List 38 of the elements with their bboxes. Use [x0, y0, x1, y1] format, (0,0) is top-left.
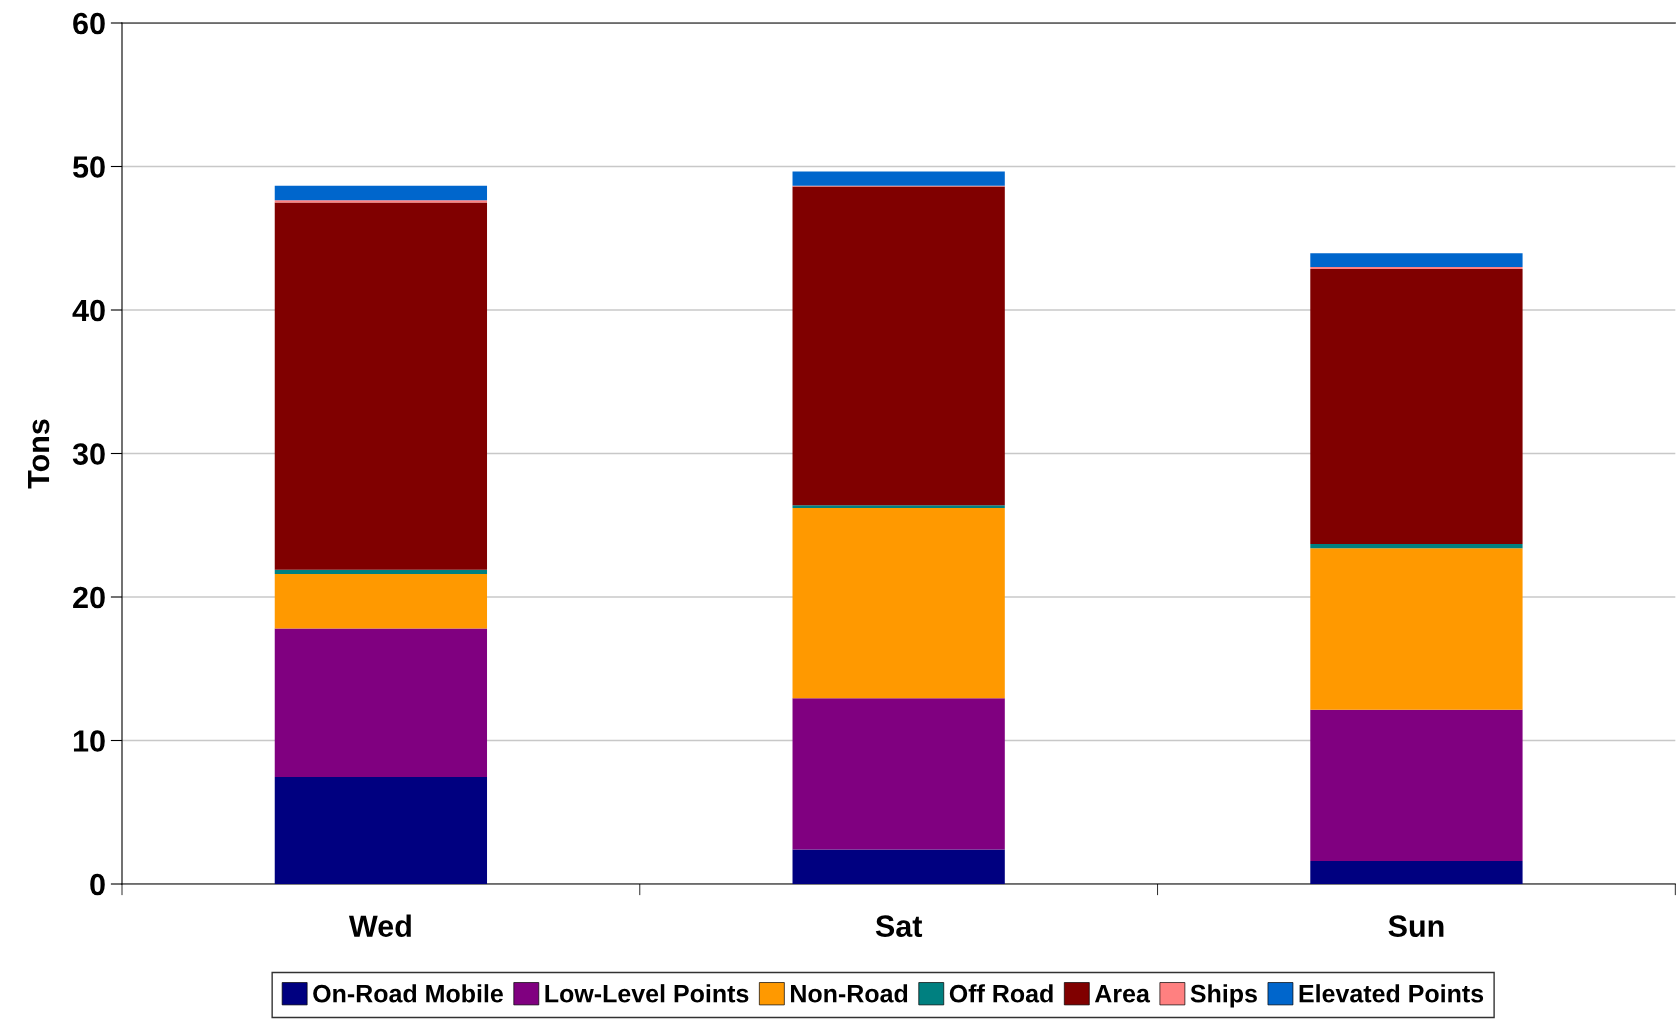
bar: [274, 200, 488, 203]
legend-label: Area: [1094, 985, 1151, 1003]
bar: [1310, 266, 1523, 270]
legend-label: Off Road: [949, 984, 1053, 1003]
x-tick-label: Wed: [348, 914, 411, 937]
bar: [1310, 269, 1523, 544]
legend-label: Non-Road: [791, 984, 908, 1003]
bar: [1310, 861, 1523, 884]
bar: [274, 185, 488, 201]
x-tick-label: Sun: [1388, 915, 1444, 937]
bar: [792, 505, 1005, 509]
y-tick-label: 50: [72, 156, 105, 178]
legend-label: On-Road Mobile: [313, 984, 503, 1003]
bar: [792, 171, 1005, 186]
y-tick-label: 40: [72, 299, 105, 322]
bar: [792, 849, 1005, 884]
bar: [274, 777, 488, 884]
legend-label: Low-Level Points: [545, 984, 749, 1003]
bar: [274, 202, 488, 570]
bar: [274, 574, 488, 629]
legend-label: Ships: [1190, 984, 1257, 1008]
y-tick-label: 30: [72, 443, 105, 465]
bar: [1310, 548, 1523, 710]
bar: [792, 186, 1005, 506]
bar: [1310, 253, 1523, 267]
bar: [792, 698, 1005, 850]
y-axis-title: Tons: [28, 419, 50, 489]
bar: [274, 628, 488, 778]
y-tick-label: 60: [73, 12, 105, 35]
legend-label: Elevated Points: [1299, 984, 1484, 1003]
bar: [274, 569, 488, 575]
bar: [792, 508, 1005, 699]
x-tick-label: Sat: [875, 915, 923, 937]
bar: [1310, 543, 1523, 549]
y-tick-label: 0: [90, 873, 105, 896]
y-tick-label: 20: [73, 586, 105, 609]
y-tick-label: 10: [73, 730, 105, 752]
bar: [1310, 709, 1523, 862]
